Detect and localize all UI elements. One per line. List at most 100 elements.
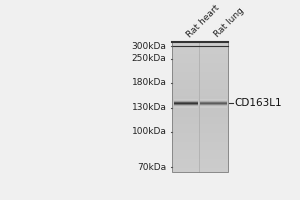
Bar (172, 66, 228, 67)
Bar (172, 140, 228, 141)
Bar (172, 52, 228, 53)
Bar (172, 129, 228, 130)
Bar (172, 120, 228, 121)
Bar (172, 109, 228, 110)
Bar (172, 48, 228, 49)
Bar (172, 148, 228, 149)
Bar (172, 104, 228, 105)
Bar (172, 44, 228, 45)
Bar (172, 91, 228, 92)
Bar (172, 105, 228, 106)
Bar (172, 124, 228, 125)
Bar (172, 160, 228, 161)
Bar (172, 108, 228, 109)
Bar (172, 71, 228, 72)
Bar (172, 102, 228, 103)
Bar (172, 168, 228, 169)
Bar (172, 74, 228, 75)
Bar (172, 94, 228, 95)
Bar (172, 133, 228, 134)
Bar (172, 119, 228, 120)
Text: 130kDa: 130kDa (132, 103, 166, 112)
Bar (172, 159, 228, 160)
Text: Rat lung: Rat lung (213, 6, 246, 39)
Bar (172, 170, 228, 171)
Text: 180kDa: 180kDa (132, 78, 166, 87)
Bar (172, 107, 228, 108)
Bar (172, 68, 228, 69)
Bar (172, 75, 228, 76)
Bar (172, 131, 228, 132)
Bar (172, 50, 228, 51)
Bar (172, 169, 228, 170)
Bar (172, 97, 228, 99)
Bar (172, 60, 228, 61)
Bar (172, 62, 228, 63)
Bar (172, 45, 228, 46)
Bar (172, 92, 228, 93)
Bar (172, 54, 228, 55)
Text: CD163L1: CD163L1 (234, 98, 282, 108)
Bar (172, 47, 228, 48)
Bar (172, 149, 228, 150)
Bar (172, 137, 228, 138)
Bar (172, 135, 228, 136)
Bar (172, 86, 228, 87)
Bar (172, 80, 228, 81)
Bar (172, 111, 228, 113)
Bar (172, 67, 228, 68)
Bar (172, 82, 228, 83)
Bar (172, 103, 228, 104)
Bar (172, 163, 228, 164)
Bar (172, 58, 228, 59)
Bar (172, 158, 228, 159)
Bar (172, 76, 228, 77)
Bar (172, 164, 228, 165)
Bar (172, 42, 228, 172)
Bar (172, 117, 228, 118)
Bar (172, 144, 228, 145)
Bar (172, 115, 228, 116)
Bar (172, 83, 228, 85)
Text: 100kDa: 100kDa (132, 127, 166, 136)
Bar (172, 121, 228, 122)
Bar (172, 165, 228, 166)
Text: Rat heart: Rat heart (185, 3, 221, 39)
Bar (172, 132, 228, 133)
Bar (172, 145, 228, 146)
Bar (172, 141, 228, 142)
Bar (172, 87, 228, 88)
Bar (172, 69, 228, 71)
Bar (172, 156, 228, 157)
Bar (172, 96, 228, 97)
Bar (172, 136, 228, 137)
Text: 300kDa: 300kDa (132, 42, 166, 51)
Bar (172, 116, 228, 117)
Bar (172, 59, 228, 60)
Bar (172, 155, 228, 156)
Bar (172, 113, 228, 114)
Bar (172, 130, 228, 131)
Bar (172, 166, 228, 168)
Bar (172, 162, 228, 163)
Bar (172, 106, 228, 107)
Bar (172, 100, 228, 101)
Bar (172, 46, 228, 47)
Bar (172, 151, 228, 152)
Bar (172, 123, 228, 124)
Bar (172, 61, 228, 62)
Bar (172, 93, 228, 94)
Bar (172, 110, 228, 111)
Bar (172, 85, 228, 86)
Bar (172, 51, 228, 52)
Bar (172, 81, 228, 82)
Bar (172, 95, 228, 96)
Bar (172, 88, 228, 89)
Bar (172, 78, 228, 79)
Bar (172, 56, 228, 58)
Bar (172, 122, 228, 123)
Bar (172, 99, 228, 100)
Bar (172, 138, 228, 140)
Bar (172, 128, 228, 129)
Bar (172, 114, 228, 115)
